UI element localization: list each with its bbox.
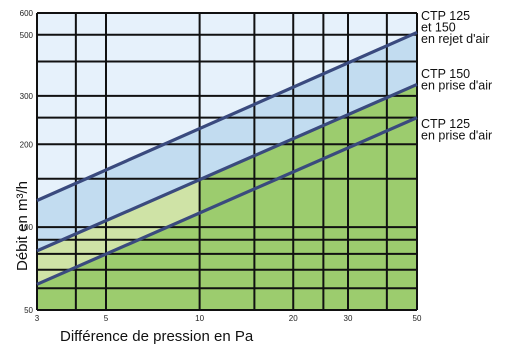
- x-tick-label: 10: [195, 314, 204, 323]
- y-tick-label: 50: [24, 306, 33, 315]
- x-tick-label: 20: [289, 314, 298, 323]
- x-axis-label: Différence de pression en Pa: [60, 328, 254, 345]
- y-tick-label: 100: [20, 223, 34, 232]
- series-line-1: [36, 30, 418, 202]
- y-axis-label: Débit en m³/h: [14, 181, 31, 271]
- y-tick-label: 600: [20, 9, 34, 18]
- series-label-1: CTP 125 et 150 en rejet d'air: [421, 9, 489, 46]
- chart-ticks: 50 100 200 300 500 600 3 5 10 20 30 50: [20, 9, 422, 323]
- x-tick-label: 50: [413, 314, 422, 323]
- y-tick-label: 500: [20, 31, 34, 40]
- series-label-2: CTP 150 en prise d'air: [421, 67, 492, 93]
- x-tick-label: 5: [104, 314, 109, 323]
- chart-grid: [36, 12, 418, 311]
- region-green: [37, 117, 417, 310]
- series-line-3: [36, 116, 418, 286]
- y-tick-label: 200: [20, 140, 34, 149]
- x-tick-label: 3: [35, 314, 40, 323]
- y-tick-label: 300: [20, 92, 34, 101]
- series-line-2: [36, 82, 418, 253]
- chart-lines: [36, 30, 418, 286]
- x-tick-label: 30: [344, 314, 353, 323]
- series-label-3: CTP 125 en prise d'air: [421, 117, 492, 143]
- series-labels: CTP 125 et 150 en rejet d'air CTP 150 en pri…: [421, 9, 492, 143]
